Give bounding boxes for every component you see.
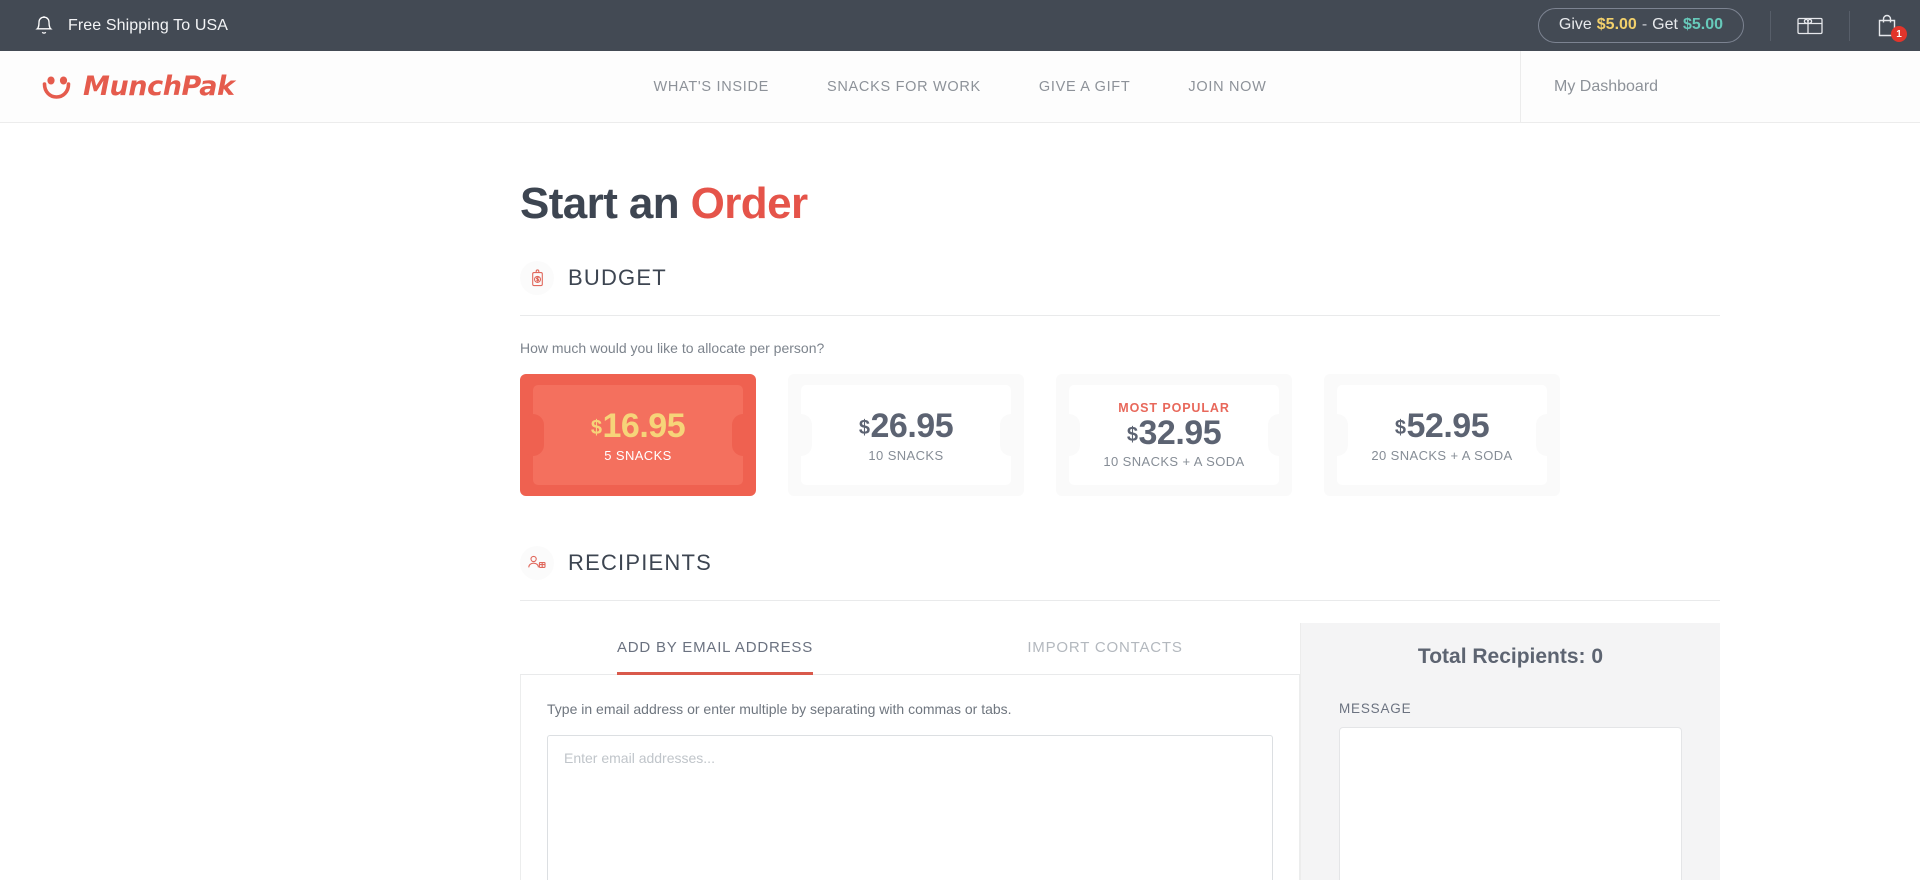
budget-section: BUDGET How much would you like to alloca… <box>520 261 1720 496</box>
budget-question: How much would you like to allocate per … <box>520 340 825 356</box>
budget-option-price: $16.95 <box>590 407 686 446</box>
currency-symbol: $ <box>1394 417 1406 440</box>
recipient-person-card-icon <box>520 546 554 580</box>
budget-option-card[interactable]: $52.95 20 SNACKS + A SODA <box>1324 374 1560 496</box>
referral-give-get-button[interactable]: Give $5.00 - Get $5.00 <box>1537 8 1744 43</box>
header-account-area: My Dashboard <box>1520 51 1920 122</box>
currency-symbol: $ <box>858 417 870 440</box>
page-title-main: Start an <box>520 179 691 228</box>
budget-option-price: $26.95 <box>858 407 954 446</box>
page-title-accent: Order <box>690 179 808 228</box>
referral-give-label: Give <box>1558 16 1592 33</box>
referral-dash: - <box>1641 16 1648 33</box>
budget-option-ticket: $52.95 20 SNACKS + A SODA <box>1337 385 1547 485</box>
currency-symbol: $ <box>1126 423 1138 446</box>
budget-option-snacks: 20 SNACKS + A SODA <box>1371 447 1513 463</box>
main-navigation: WHAT'S INSIDE SNACKS FOR WORK GIVE A GIF… <box>400 51 1520 122</box>
budget-option-ticket: $16.95 5 SNACKS <box>533 385 743 485</box>
gift-card-icon <box>1797 17 1823 34</box>
cart-count-badge: 1 <box>1891 26 1907 42</box>
site-header: MunchPak WHAT'S INSIDE SNACKS FOR WORK G… <box>0 51 1920 123</box>
recipients-section: RECIPIENTS ADD BY EMAIL ADDRESS IMPORT C… <box>520 546 1720 880</box>
page-content: Start an Order BUDGET How much would you… <box>0 123 1920 880</box>
recipients-section-title: RECIPIENTS <box>568 550 713 575</box>
budget-option-price: $52.95 <box>1394 407 1490 446</box>
logo-text: MunchPak <box>83 71 235 102</box>
budget-option-card[interactable]: $26.95 10 SNACKS <box>788 374 1024 496</box>
budget-option-ticket: MOST POPULAR $32.95 10 SNACKS + A SODA <box>1069 385 1279 485</box>
budget-options-row: $16.95 5 SNACKS $26.95 10 SNACKS <box>520 374 1560 496</box>
referral-give-amount: $5.00 <box>1596 16 1637 33</box>
recipients-divider <box>520 600 1720 601</box>
tab-add-by-email-address[interactable]: ADD BY EMAIL ADDRESS <box>520 623 910 674</box>
top-utility-actions: Give $5.00 - Get $5.00 1 <box>1537 8 1907 43</box>
budget-option-ticket: $26.95 10 SNACKS <box>801 385 1011 485</box>
currency-symbol: $ <box>590 417 602 440</box>
message-input[interactable] <box>1339 727 1682 880</box>
email-hint-text: Type in email address or enter multiple … <box>547 701 1012 717</box>
budget-option-snacks: 10 SNACKS <box>868 447 944 463</box>
bell-icon <box>34 15 54 37</box>
add-by-email-panel: Type in email address or enter multiple … <box>520 675 1300 880</box>
tab-import-contacts[interactable]: IMPORT CONTACTS <box>1027 639 1183 656</box>
total-recipients-count: Total Recipients: 0 <box>1417 645 1604 668</box>
gift-card-button[interactable] <box>1797 16 1823 36</box>
recipients-body: ADD BY EMAIL ADDRESS IMPORT CONTACTS Typ… <box>520 623 1720 880</box>
content-container: Start an Order BUDGET How much would you… <box>360 179 1720 880</box>
price-value: 26.95 <box>870 407 954 446</box>
email-addresses-input[interactable] <box>547 735 1273 880</box>
budget-option-snacks: 5 SNACKS <box>604 447 672 463</box>
message-label: MESSAGE <box>1339 701 1412 716</box>
nav-item-give-a-gift[interactable]: GIVE A GIFT <box>1038 78 1131 95</box>
price-value: 16.95 <box>602 407 686 446</box>
recipients-summary-panel: Total Recipients: 0 MESSAGE <box>1300 623 1720 880</box>
budget-section-title: BUDGET <box>568 265 667 290</box>
nav-item-snacks-for-work[interactable]: SNACKS FOR WORK <box>827 78 981 95</box>
budget-section-header: BUDGET <box>520 261 1560 295</box>
budget-option-snacks: 10 SNACKS + A SODA <box>1103 454 1245 470</box>
top-utility-bar: Free Shipping To USA Give $5.00 - Get $5… <box>0 0 1920 51</box>
price-value: 32.95 <box>1138 413 1222 452</box>
logo[interactable]: MunchPak <box>0 51 400 122</box>
shipping-notice-group: Free Shipping To USA <box>34 15 228 37</box>
recipients-tabs-panel: ADD BY EMAIL ADDRESS IMPORT CONTACTS Typ… <box>520 623 1300 880</box>
most-popular-badge: MOST POPULAR <box>1118 400 1230 415</box>
page-title: Start an Order <box>520 179 1560 229</box>
nav-item-join-now[interactable]: JOIN NOW <box>1188 78 1267 95</box>
nav-item-whats-inside[interactable]: WHAT'S INSIDE <box>653 78 770 95</box>
toolbar-divider-1 <box>1770 10 1771 41</box>
toolbar-divider-2 <box>1849 10 1850 41</box>
budget-option-price: $32.95 <box>1126 413 1222 452</box>
smiley-logo-icon <box>42 76 71 99</box>
budget-option-card[interactable]: MOST POPULAR $32.95 10 SNACKS + A SODA <box>1056 374 1292 496</box>
my-dashboard-link[interactable]: My Dashboard <box>1554 77 1659 95</box>
referral-get-amount: $5.00 <box>1682 16 1723 33</box>
price-value: 52.95 <box>1406 407 1490 446</box>
recipients-tabs: ADD BY EMAIL ADDRESS IMPORT CONTACTS <box>520 623 1300 675</box>
referral-get-label: Get <box>1652 16 1678 33</box>
price-tag-dollar-icon <box>520 261 554 295</box>
recipients-section-header: RECIPIENTS <box>520 546 1560 580</box>
cart-button[interactable]: 1 <box>1876 13 1907 42</box>
budget-divider <box>520 315 1720 316</box>
budget-option-card[interactable]: $16.95 5 SNACKS <box>520 374 756 496</box>
shipping-notice-text: Free Shipping To USA <box>68 16 229 34</box>
